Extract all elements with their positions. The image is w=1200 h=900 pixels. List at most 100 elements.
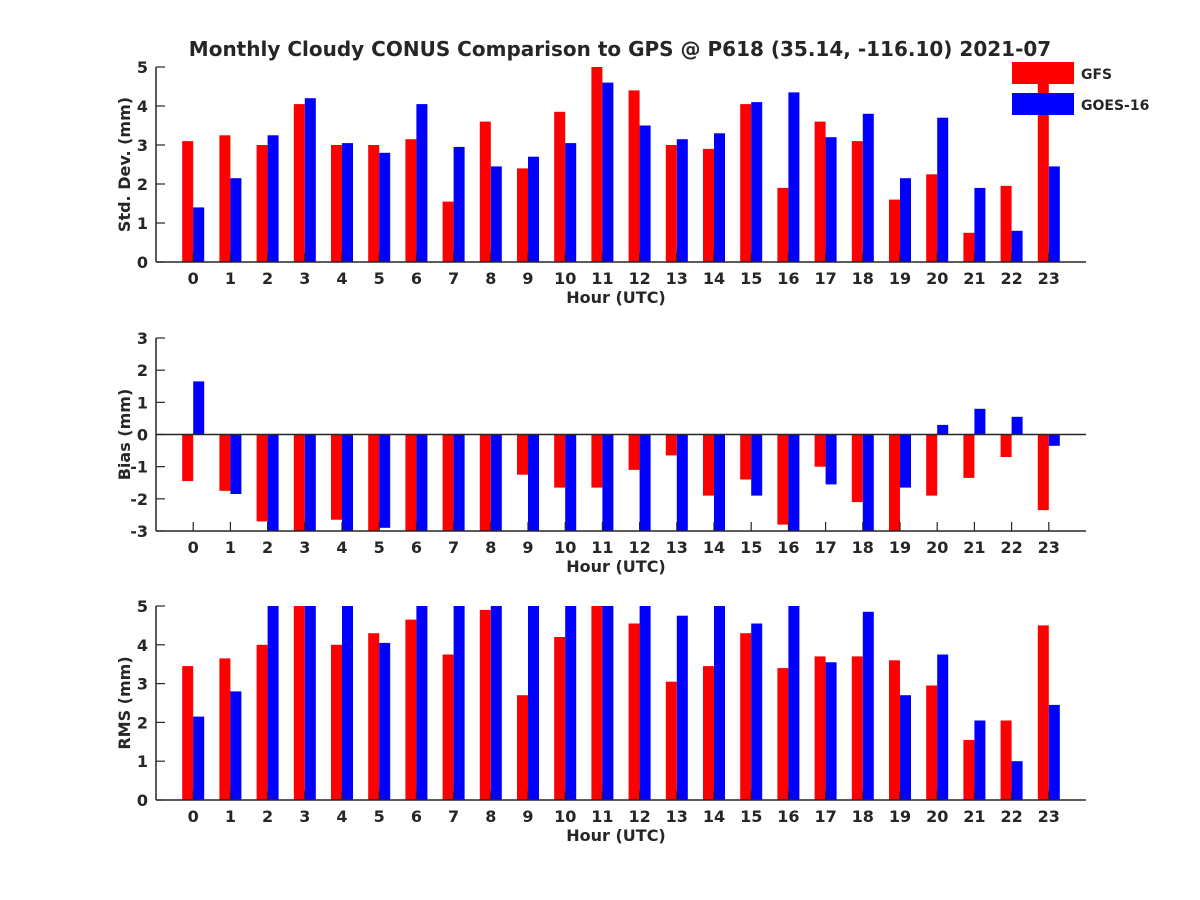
bar-goes-16-18 xyxy=(862,113,874,262)
x-tick-label: 12 xyxy=(628,538,650,557)
bar-gfs-23 xyxy=(1037,67,1049,262)
bar-gfs-17 xyxy=(814,121,826,262)
y-tick-label: 4 xyxy=(137,97,148,116)
y-tick-label: -3 xyxy=(130,522,148,541)
bar-goes-16-22 xyxy=(1011,761,1023,800)
x-tick-label: 14 xyxy=(703,538,725,557)
bar-goes-16-4 xyxy=(342,434,353,531)
x-tick-label: 15 xyxy=(740,269,762,288)
bar-gfs-16 xyxy=(777,434,789,525)
bar-gfs-9 xyxy=(517,434,528,475)
bar-goes-16-14 xyxy=(714,133,725,262)
bar-gfs-12 xyxy=(628,90,640,263)
x-tick-label: 20 xyxy=(926,538,948,557)
bar-gfs-0 xyxy=(182,434,194,482)
bar-gfs-15 xyxy=(740,633,752,800)
bar-goes-16-5 xyxy=(379,434,391,528)
bar-goes-16-20 xyxy=(937,117,949,262)
bar-goes-16-23 xyxy=(1048,434,1060,446)
bar-goes-16-12 xyxy=(639,434,651,531)
x-tick-label: 16 xyxy=(777,807,799,826)
x-tick-label: 13 xyxy=(666,538,688,557)
bar-goes-16-9 xyxy=(528,606,539,800)
bar-gfs-5 xyxy=(368,633,380,800)
x-axis-label: Hour (UTC) xyxy=(566,288,666,307)
bar-gfs-9 xyxy=(517,695,528,800)
bar-gfs-18 xyxy=(851,656,863,800)
x-tick-label: 10 xyxy=(554,807,576,826)
legend-swatch-goes-16 xyxy=(1012,93,1074,115)
bar-goes-16-10 xyxy=(565,434,577,531)
bar-gfs-6 xyxy=(405,619,417,800)
bar-gfs-18 xyxy=(851,141,863,262)
bar-gfs-8 xyxy=(479,121,491,262)
x-tick-label: 12 xyxy=(628,269,650,288)
bar-goes-16-10 xyxy=(565,143,577,262)
bar-gfs-8 xyxy=(479,609,491,800)
bar-gfs-10 xyxy=(554,111,566,262)
bar-goes-16-14 xyxy=(714,434,725,531)
y-tick-label: -1 xyxy=(130,458,148,477)
x-tick-label: 23 xyxy=(1038,269,1060,288)
bar-gfs-14 xyxy=(703,666,714,800)
legend: GFS GOES-16 xyxy=(1012,62,1149,115)
bar-goes-16-8 xyxy=(490,166,502,262)
bar-gfs-20 xyxy=(926,685,938,800)
bar-goes-16-17 xyxy=(825,434,837,485)
y-tick-label: 0 xyxy=(137,426,148,445)
bar-goes-16-21 xyxy=(974,408,986,435)
x-tick-label: 3 xyxy=(299,538,310,557)
bar-gfs-20 xyxy=(926,174,938,263)
x-tick-label: 4 xyxy=(336,807,347,826)
bar-gfs-21 xyxy=(963,434,975,478)
bar-goes-16-7 xyxy=(453,434,465,531)
bar-goes-16-0 xyxy=(193,381,205,435)
x-tick-label: 19 xyxy=(889,538,911,557)
bar-gfs-2 xyxy=(256,434,268,522)
bar-gfs-16 xyxy=(777,187,789,262)
bar-goes-16-13 xyxy=(676,615,688,800)
y-tick-label: 3 xyxy=(137,675,148,694)
bar-goes-16-18 xyxy=(862,611,874,800)
bar-gfs-21 xyxy=(963,232,975,263)
bar-goes-16-1 xyxy=(230,434,242,494)
bar-gfs-7 xyxy=(442,654,454,800)
bar-gfs-15 xyxy=(740,434,752,480)
x-tick-label: 16 xyxy=(777,538,799,557)
x-tick-label: 11 xyxy=(591,269,613,288)
bar-gfs-8 xyxy=(479,434,491,531)
bar-gfs-23 xyxy=(1037,625,1049,800)
x-tick-label: 10 xyxy=(554,269,576,288)
x-tick-label: 4 xyxy=(336,269,347,288)
bar-gfs-11 xyxy=(591,67,603,262)
x-tick-label: 9 xyxy=(522,269,533,288)
bar-goes-16-15 xyxy=(751,434,763,496)
x-tick-label: 11 xyxy=(591,807,613,826)
bar-goes-16-20 xyxy=(937,424,949,435)
bar-goes-16-13 xyxy=(676,139,688,262)
bar-goes-16-8 xyxy=(490,434,502,531)
bar-goes-16-19 xyxy=(900,434,911,488)
x-tick-label: 21 xyxy=(963,807,985,826)
bar-gfs-10 xyxy=(554,434,566,488)
x-tick-label: 17 xyxy=(814,269,836,288)
x-tick-label: 6 xyxy=(411,269,422,288)
x-tick-label: 22 xyxy=(1000,269,1022,288)
bar-gfs-3 xyxy=(293,606,305,800)
bar-goes-16-8 xyxy=(490,606,502,800)
x-tick-label: 2 xyxy=(262,269,273,288)
x-tick-label: 9 xyxy=(522,538,533,557)
bar-gfs-13 xyxy=(665,145,677,262)
bar-gfs-5 xyxy=(368,434,380,531)
bar-goes-16-15 xyxy=(751,623,763,800)
bar-goes-16-3 xyxy=(304,606,316,800)
x-tick-label: 3 xyxy=(299,269,310,288)
x-tick-label: 7 xyxy=(448,269,459,288)
bar-gfs-15 xyxy=(740,104,752,262)
x-tick-label: 22 xyxy=(1000,807,1022,826)
bar-goes-16-20 xyxy=(937,654,949,800)
bar-gfs-23 xyxy=(1037,434,1049,511)
bar-goes-16-2 xyxy=(267,135,279,263)
figure-title: Monthly Cloudy CONUS Comparison to GPS @… xyxy=(189,37,1051,61)
bar-goes-16-11 xyxy=(602,82,614,262)
